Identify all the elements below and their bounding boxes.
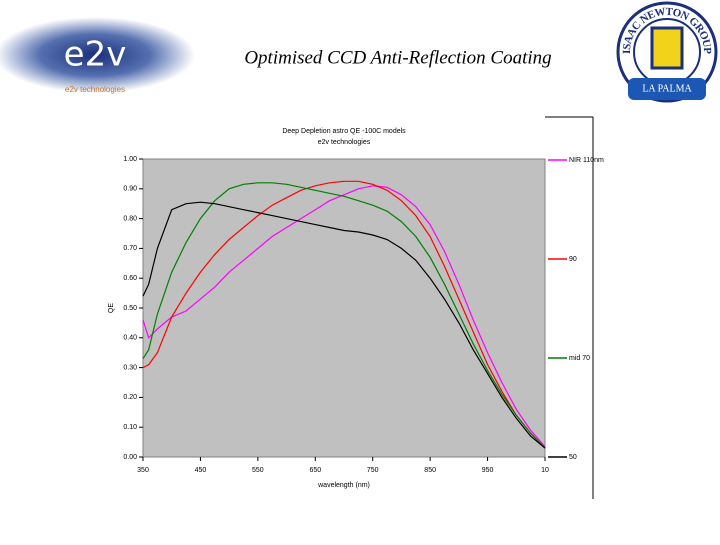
chart-title: Deep Depletion astro QE -100C models bbox=[282, 128, 406, 135]
y-axis-label: QE bbox=[108, 303, 115, 313]
x-tick-label: 950 bbox=[482, 467, 494, 474]
x-tick-label: 850 bbox=[424, 467, 436, 474]
y-tick-label: 0.20 bbox=[123, 394, 137, 401]
x-axis-label: wavelength (nm) bbox=[317, 482, 370, 489]
y-tick-label: 0.80 bbox=[123, 215, 137, 222]
y-tick-label: 0.90 bbox=[123, 186, 137, 193]
series-line bbox=[142, 180, 546, 449]
x-tick-label: 550 bbox=[252, 467, 264, 474]
y-tick-label: 0.40 bbox=[123, 335, 137, 342]
logo-left: e2v bbox=[64, 35, 127, 75]
logo-right-bottom: LA PALMA bbox=[642, 83, 692, 94]
legend-label: mid 70 bbox=[569, 355, 590, 362]
y-tick-label: 0.60 bbox=[123, 275, 137, 282]
logo-left-caption: e2v technologies bbox=[65, 85, 125, 94]
logo-blob bbox=[0, 17, 195, 93]
slide-title: Optimised CCD Anti-Reflection Coating bbox=[244, 47, 551, 68]
series-line bbox=[142, 201, 546, 449]
x-tick-label: 750 bbox=[367, 467, 379, 474]
x-tick-label: 10 bbox=[541, 467, 549, 474]
series-line bbox=[142, 182, 546, 449]
legend-label: 90 bbox=[569, 256, 577, 263]
series-line bbox=[142, 185, 546, 447]
y-tick-label: 1.00 bbox=[123, 156, 137, 163]
y-tick-label: 0.10 bbox=[123, 424, 137, 431]
y-tick-label: 0.00 bbox=[123, 454, 137, 461]
x-tick-label: 650 bbox=[309, 467, 321, 474]
plot-area bbox=[142, 158, 546, 458]
y-tick-label: 0.70 bbox=[123, 245, 137, 252]
legend-label: NIR 110nm bbox=[569, 157, 604, 164]
x-tick-label: 350 bbox=[137, 467, 149, 474]
y-tick-label: 0.30 bbox=[123, 364, 137, 371]
x-tick-label: 450 bbox=[195, 467, 207, 474]
legend-label: 50 bbox=[569, 454, 577, 461]
chart-subtitle: e2v technologies bbox=[318, 139, 371, 146]
logo-band bbox=[628, 78, 706, 100]
y-tick-label: 0.50 bbox=[123, 305, 137, 312]
logo-telescope bbox=[650, 26, 684, 70]
